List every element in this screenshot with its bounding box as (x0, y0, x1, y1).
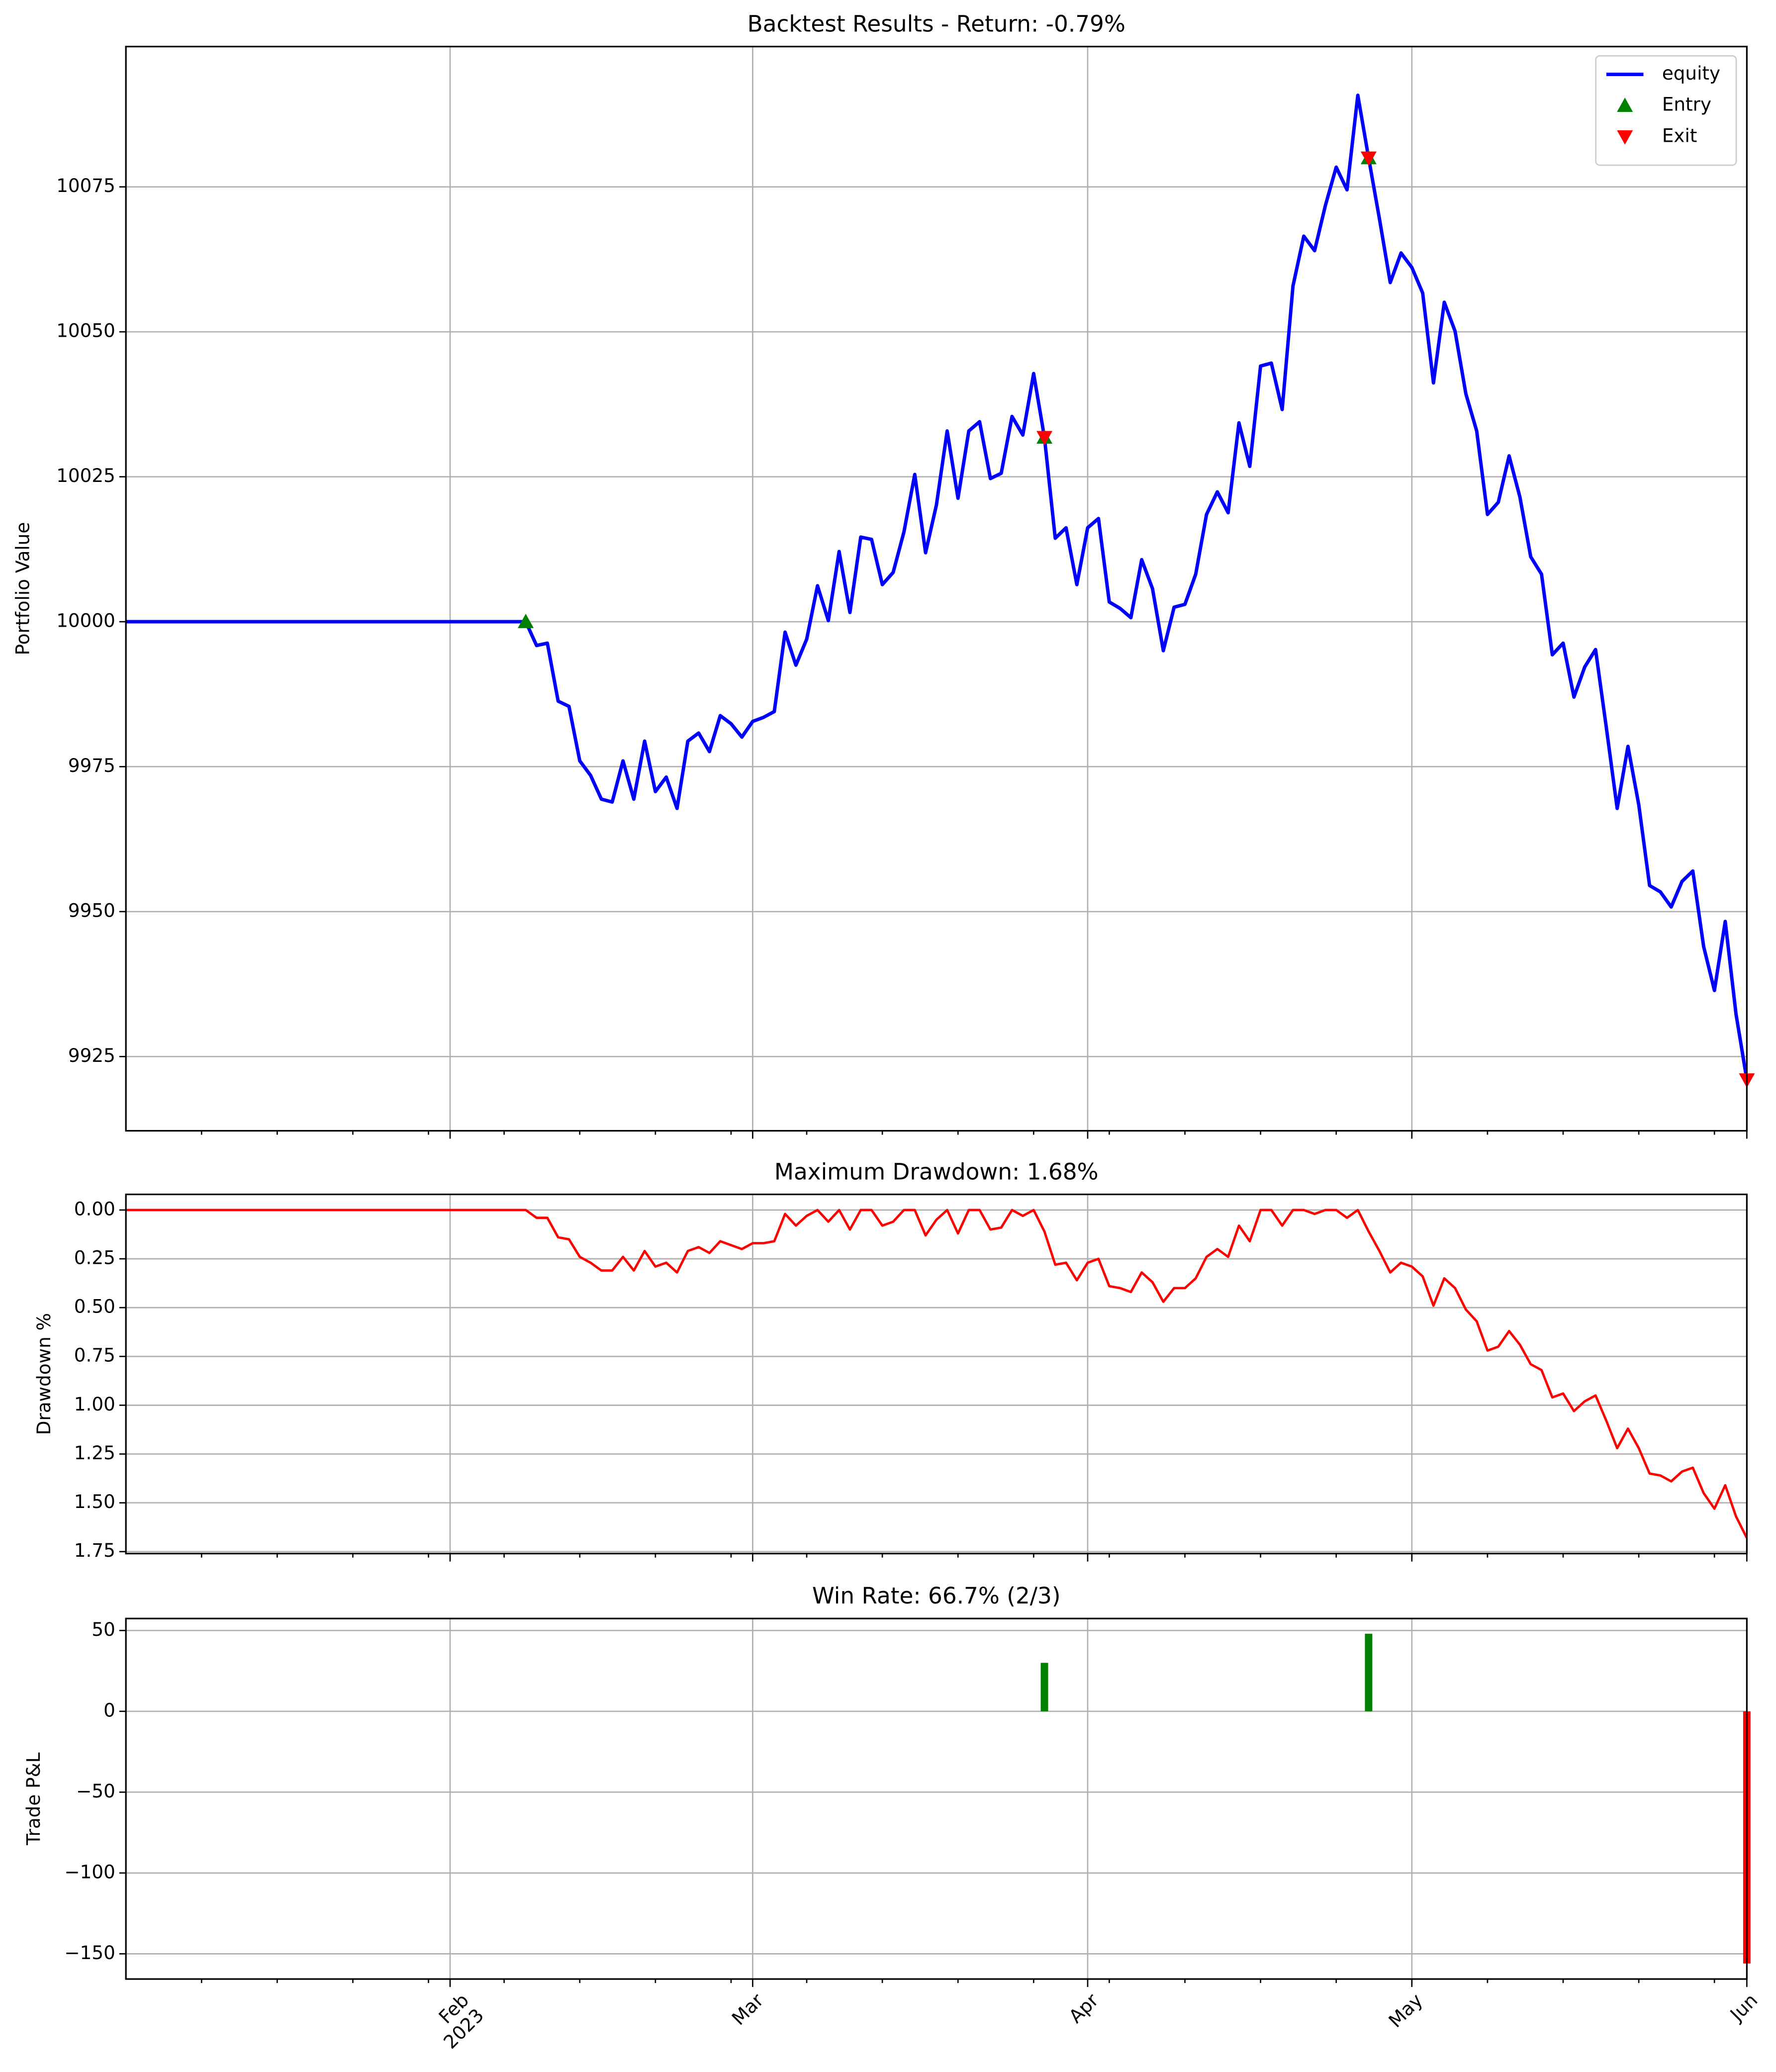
y-tick-label: 0.25 (74, 1246, 115, 1268)
y-axis-label: Drawdown % (33, 1313, 55, 1435)
y-tick-label: −50 (76, 1780, 115, 1802)
trade-marker (1360, 151, 1377, 166)
y-tick-label: 50 (92, 1618, 115, 1640)
plot-area (126, 46, 1747, 1131)
plot-area (126, 1194, 1747, 1554)
y-axis-label: Trade P&L (22, 1752, 44, 1846)
y-tick-label: 1.25 (74, 1442, 115, 1464)
x-tick-label-line: Jun (1725, 1989, 1762, 2026)
axes-frame (125, 46, 1748, 1132)
chart-title: Win Rate: 66.7% (2/3) (812, 1583, 1061, 1609)
x-tick-label: Jun (1725, 1989, 1762, 2026)
y-tick-label: 10075 (56, 175, 115, 196)
legend-label: Exit (1662, 124, 1697, 146)
legend-label: Entry (1662, 94, 1711, 115)
legend-marker (1617, 97, 1633, 112)
y-tick-label: 0 (103, 1699, 115, 1721)
y-tick-label: 1.75 (74, 1539, 115, 1561)
y-tick-label: 10025 (56, 465, 115, 486)
legend-label: equity (1662, 62, 1720, 84)
y-tick-label: 10000 (56, 610, 115, 632)
y-tick-label: −150 (64, 1942, 115, 1964)
y-tick-label: 9975 (68, 754, 115, 776)
bar (1365, 1633, 1373, 1711)
y-tick-label: −100 (64, 1861, 115, 1883)
x-tick-label: Feb2023 (424, 1989, 488, 2053)
bar (1040, 1663, 1048, 1711)
x-tick-label-line: Mar (727, 1989, 767, 2029)
series-line (126, 1209, 1748, 1539)
chart-title: Maximum Drawdown: 1.68% (774, 1158, 1099, 1185)
x-tick-label-line: Apr (1064, 1989, 1103, 2027)
y-tick-label: 1.50 (74, 1491, 115, 1512)
plot-area (126, 1618, 1747, 1979)
y-tick-label: 1.00 (74, 1393, 115, 1415)
trade-marker (1036, 431, 1053, 446)
legend-box (1595, 55, 1737, 166)
y-tick-label: 10050 (56, 320, 115, 342)
y-axis-label: Portfolio Value (11, 522, 33, 656)
x-tick-label: May (1384, 1989, 1427, 2032)
y-tick-label: 0.50 (74, 1296, 115, 1318)
series-line (126, 94, 1749, 1080)
axes-frame (125, 1193, 1748, 1555)
x-tick-label: Mar (727, 1989, 767, 2029)
y-tick-label: 9950 (68, 899, 115, 921)
trade-marker (518, 614, 534, 628)
x-tick-label-line: May (1384, 1989, 1427, 2032)
axes-frame (125, 1617, 1748, 1980)
y-tick-label: 0.75 (74, 1344, 115, 1366)
legend-marker (1617, 130, 1633, 145)
chart-title: Backtest Results - Return: -0.79% (748, 10, 1125, 37)
y-tick-label: 0.00 (74, 1198, 115, 1220)
y-tick-label: 9925 (68, 1044, 115, 1066)
x-tick-label: Apr (1064, 1989, 1103, 2027)
